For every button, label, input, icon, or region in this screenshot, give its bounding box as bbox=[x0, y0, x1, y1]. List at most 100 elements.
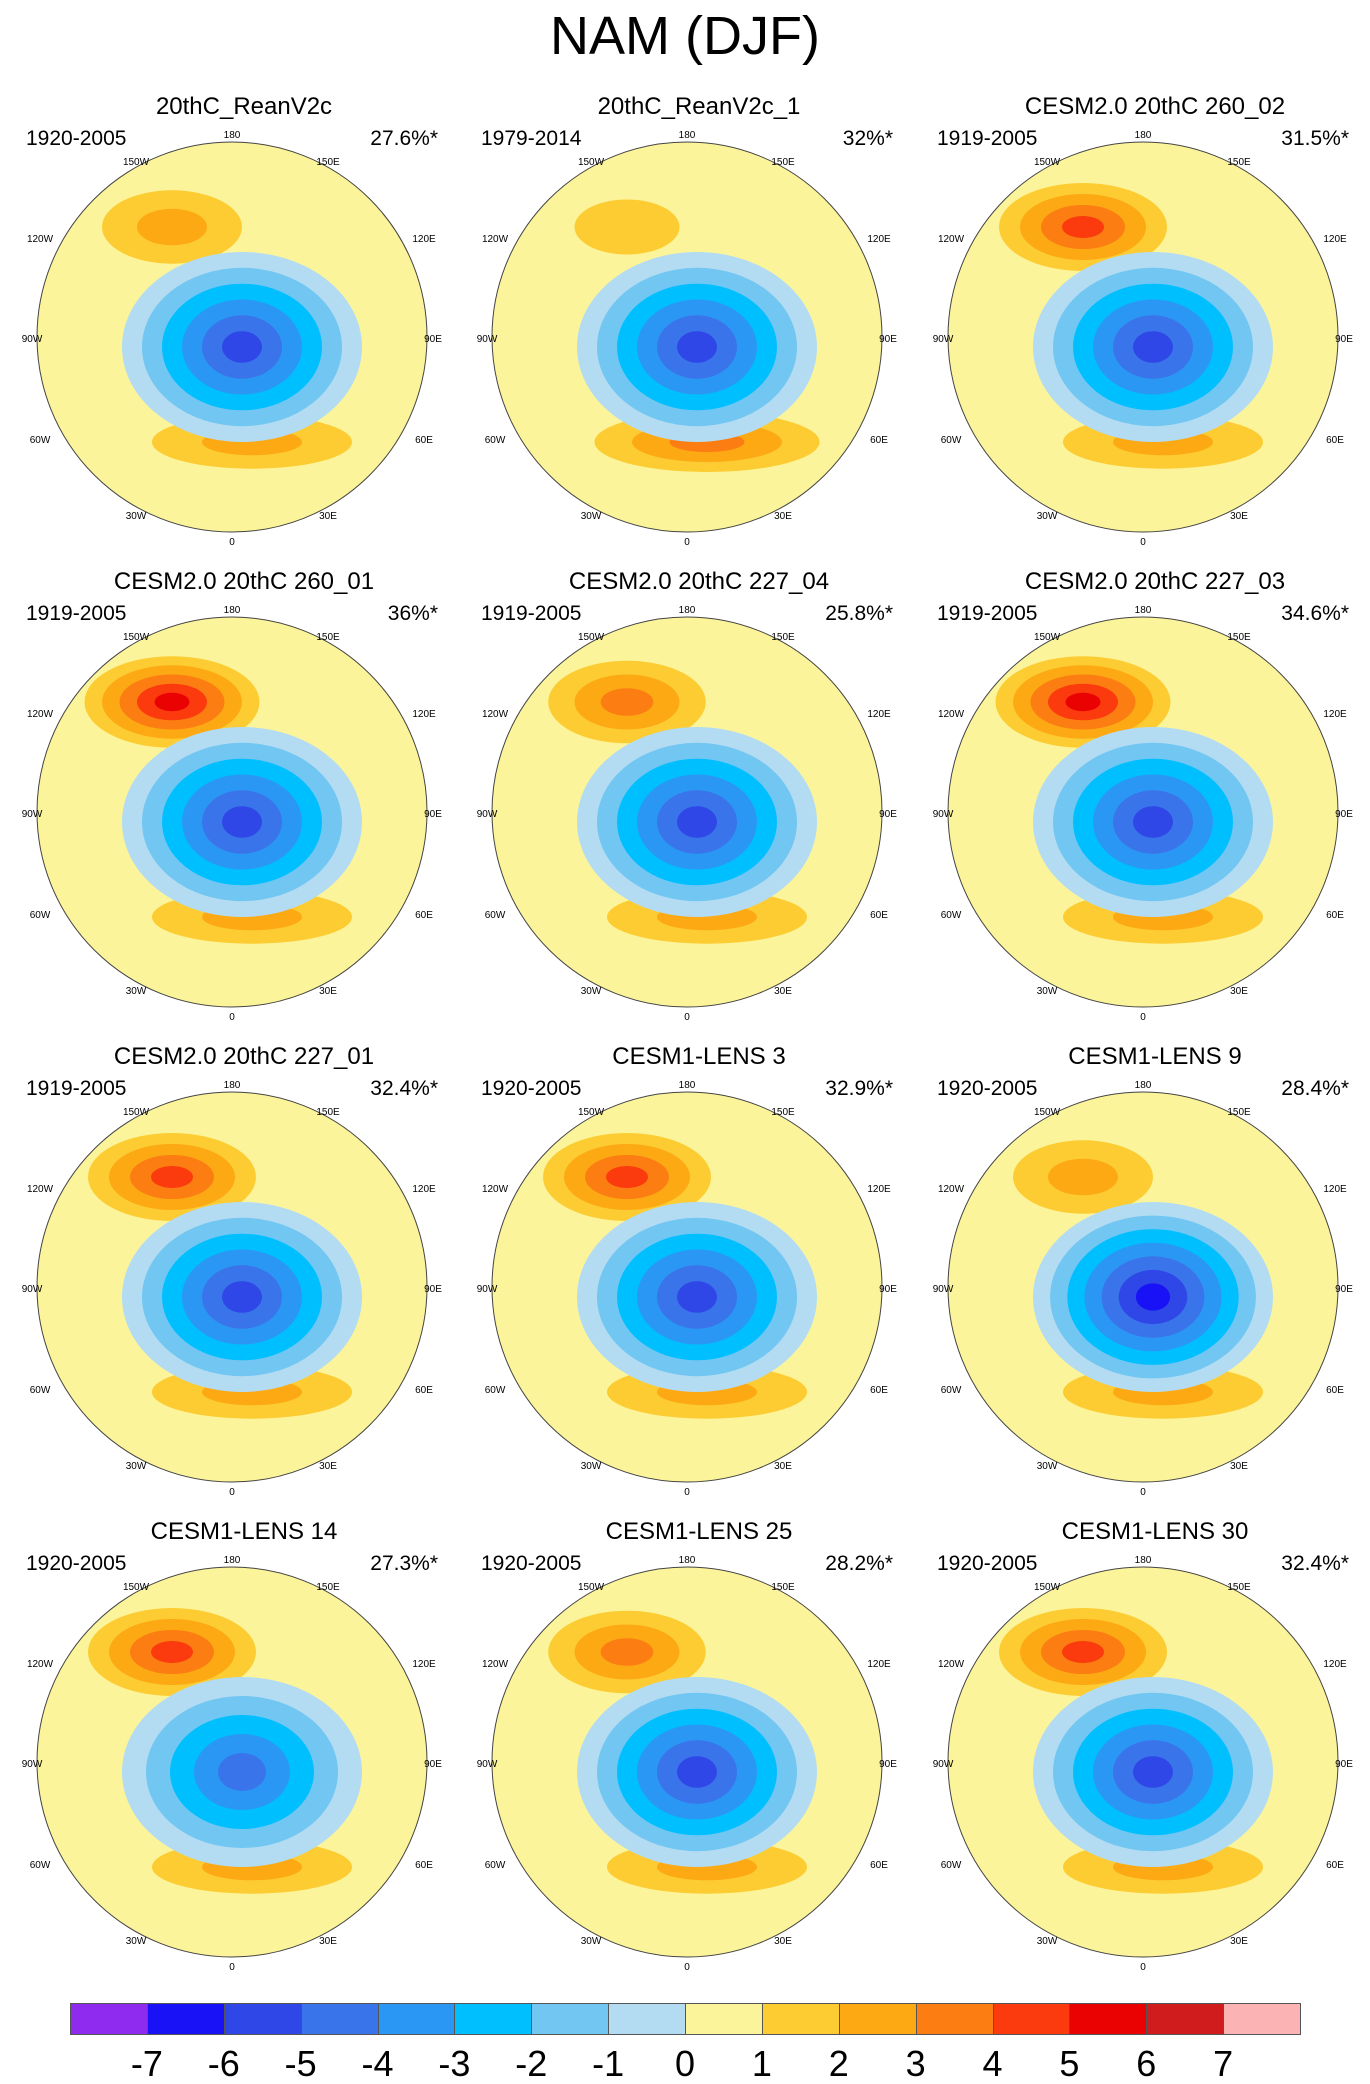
colorbar-tick-label: -5 bbox=[284, 2043, 317, 2084]
longitude-label: 120E bbox=[412, 709, 436, 720]
longitude-label: 30E bbox=[774, 511, 792, 522]
longitude-label: 180 bbox=[1134, 1080, 1152, 1091]
longitude-label: 120W bbox=[937, 1659, 965, 1670]
longitude-label: 150E bbox=[771, 1582, 795, 1593]
panel-period: 1920-2005 bbox=[937, 1552, 1038, 1575]
colorbar-tick-label: -3 bbox=[438, 2043, 471, 2084]
longitude-label: 30E bbox=[319, 511, 337, 522]
longitude-label: 30W bbox=[580, 511, 602, 522]
map-panel: CESM2.0 20thC 260_01 1919-2005 36%* 180 150W… bbox=[21, 568, 464, 1038]
pacific-high-contour bbox=[1062, 1641, 1104, 1663]
longitude-label: 90E bbox=[1335, 1759, 1353, 1770]
panel-title: CESM2.0 20thC 227_04 bbox=[568, 568, 830, 595]
longitude-label: 90E bbox=[424, 1759, 442, 1770]
longitude-label: 150E bbox=[316, 1582, 340, 1593]
panel-variance-explained: 27.6%* bbox=[370, 127, 438, 150]
polar-map bbox=[491, 616, 883, 1008]
longitude-label: 30E bbox=[1230, 986, 1248, 997]
map-boundary bbox=[491, 1566, 883, 1958]
longitude-label: 60E bbox=[1326, 1860, 1344, 1871]
polar-map bbox=[36, 1566, 428, 1958]
longitude-label: 30W bbox=[1036, 1936, 1058, 1947]
colorbar-swatch bbox=[454, 2003, 533, 2035]
arctic-low-contour bbox=[222, 1281, 262, 1313]
longitude-label: 0 bbox=[1140, 1012, 1146, 1023]
pacific-high-contour bbox=[600, 688, 654, 716]
polar-map bbox=[36, 616, 428, 1008]
panel-period: 1919-2005 bbox=[937, 602, 1038, 625]
panel-title: CESM1-LENS 14 bbox=[150, 1518, 338, 1545]
longitude-label: 0 bbox=[684, 1487, 690, 1498]
panel-title: CESM1-LENS 30 bbox=[1061, 1518, 1249, 1545]
longitude-label: 0 bbox=[684, 537, 690, 548]
colorbar-tick-label: 3 bbox=[905, 2043, 926, 2084]
longitude-label: 60E bbox=[415, 1385, 433, 1396]
longitude-label: 60W bbox=[29, 1860, 51, 1871]
longitude-label: 60E bbox=[870, 1385, 888, 1396]
longitude-label: 30E bbox=[1230, 511, 1248, 522]
longitude-label: 30W bbox=[580, 1461, 602, 1472]
longitude-label: 150W bbox=[122, 1107, 150, 1118]
panel-variance-explained: 27.3%* bbox=[370, 1552, 438, 1575]
longitude-label: 150W bbox=[1033, 632, 1061, 643]
longitude-label: 180 bbox=[1134, 1555, 1152, 1566]
longitude-label: 0 bbox=[229, 537, 235, 548]
longitude-label: 180 bbox=[223, 1555, 241, 1566]
panel-variance-explained: 25.8%* bbox=[825, 602, 893, 625]
longitude-label: 60E bbox=[1326, 1385, 1344, 1396]
panel-title: 20thC_ReanV2c bbox=[155, 93, 333, 120]
longitude-label: 90W bbox=[21, 809, 43, 820]
colorbar-tick-label: -1 bbox=[592, 2043, 625, 2084]
panel-title: CESM2.0 20thC 227_01 bbox=[113, 1043, 375, 1070]
colorbar-swatch bbox=[377, 2003, 456, 2035]
longitude-label: 120E bbox=[412, 234, 436, 245]
longitude-label: 30W bbox=[125, 986, 147, 997]
longitude-label: 30W bbox=[1036, 511, 1058, 522]
longitude-label: 150E bbox=[771, 1107, 795, 1118]
panel-period: 1920-2005 bbox=[481, 1077, 582, 1100]
longitude-label: 90E bbox=[424, 809, 442, 820]
longitude-label: 0 bbox=[229, 1962, 235, 1973]
map-boundary bbox=[491, 616, 883, 1008]
longitude-label: 120E bbox=[867, 1184, 891, 1195]
map-boundary bbox=[947, 616, 1339, 1008]
longitude-label: 150W bbox=[577, 157, 605, 168]
longitude-label: 120W bbox=[481, 1659, 509, 1670]
longitude-label: 150E bbox=[316, 157, 340, 168]
map-panel: CESM1-LENS 25 1920-2005 28.2%* 180 150W 150E 1… bbox=[477, 1518, 919, 1988]
arctic-low-contour bbox=[1135, 1283, 1171, 1311]
longitude-label: 60E bbox=[870, 910, 888, 921]
colorbar-tick-label: 2 bbox=[828, 2043, 849, 2084]
longitude-label: 30E bbox=[774, 986, 792, 997]
panel-variance-explained: 32.9%* bbox=[825, 1077, 893, 1100]
colorbar-swatch bbox=[838, 2003, 917, 2035]
map-panel: CESM2.0 20thC 227_03 1919-2005 34.6%* 180 15… bbox=[933, 568, 1370, 1038]
longitude-label: 90W bbox=[476, 1284, 498, 1295]
pacific-high-contour bbox=[600, 1638, 654, 1666]
longitude-label: 60W bbox=[484, 435, 506, 446]
longitude-label: 150W bbox=[1033, 1582, 1061, 1593]
colorbar-swatch bbox=[1223, 2003, 1301, 2035]
longitude-label: 60W bbox=[940, 1385, 962, 1396]
arctic-low-contour bbox=[677, 806, 717, 838]
longitude-label: 30W bbox=[125, 1936, 147, 1947]
longitude-label: 30E bbox=[319, 1461, 337, 1472]
arctic-low-contour bbox=[218, 1753, 266, 1791]
longitude-label: 90W bbox=[476, 809, 498, 820]
map-boundary bbox=[36, 616, 428, 1008]
longitude-label: 60W bbox=[484, 1385, 506, 1396]
longitude-label: 120W bbox=[26, 1659, 54, 1670]
map-panel: CESM1-LENS 30 1920-2005 32.4%* 180 150W 150E 1… bbox=[933, 1518, 1370, 1988]
longitude-label: 120W bbox=[26, 709, 54, 720]
map-boundary bbox=[491, 1091, 883, 1483]
colorbar bbox=[70, 2003, 1301, 2037]
longitude-label: 90E bbox=[424, 334, 442, 345]
longitude-label: 60W bbox=[29, 910, 51, 921]
panel-variance-explained: 28.4%* bbox=[1281, 1077, 1349, 1100]
longitude-label: 180 bbox=[1134, 605, 1152, 616]
panel-variance-explained: 28.2%* bbox=[825, 1552, 893, 1575]
panel-period: 1979-2014 bbox=[481, 127, 582, 150]
arctic-low-contour bbox=[222, 806, 262, 838]
panel-variance-explained: 32.4%* bbox=[370, 1077, 438, 1100]
longitude-label: 60E bbox=[1326, 910, 1344, 921]
